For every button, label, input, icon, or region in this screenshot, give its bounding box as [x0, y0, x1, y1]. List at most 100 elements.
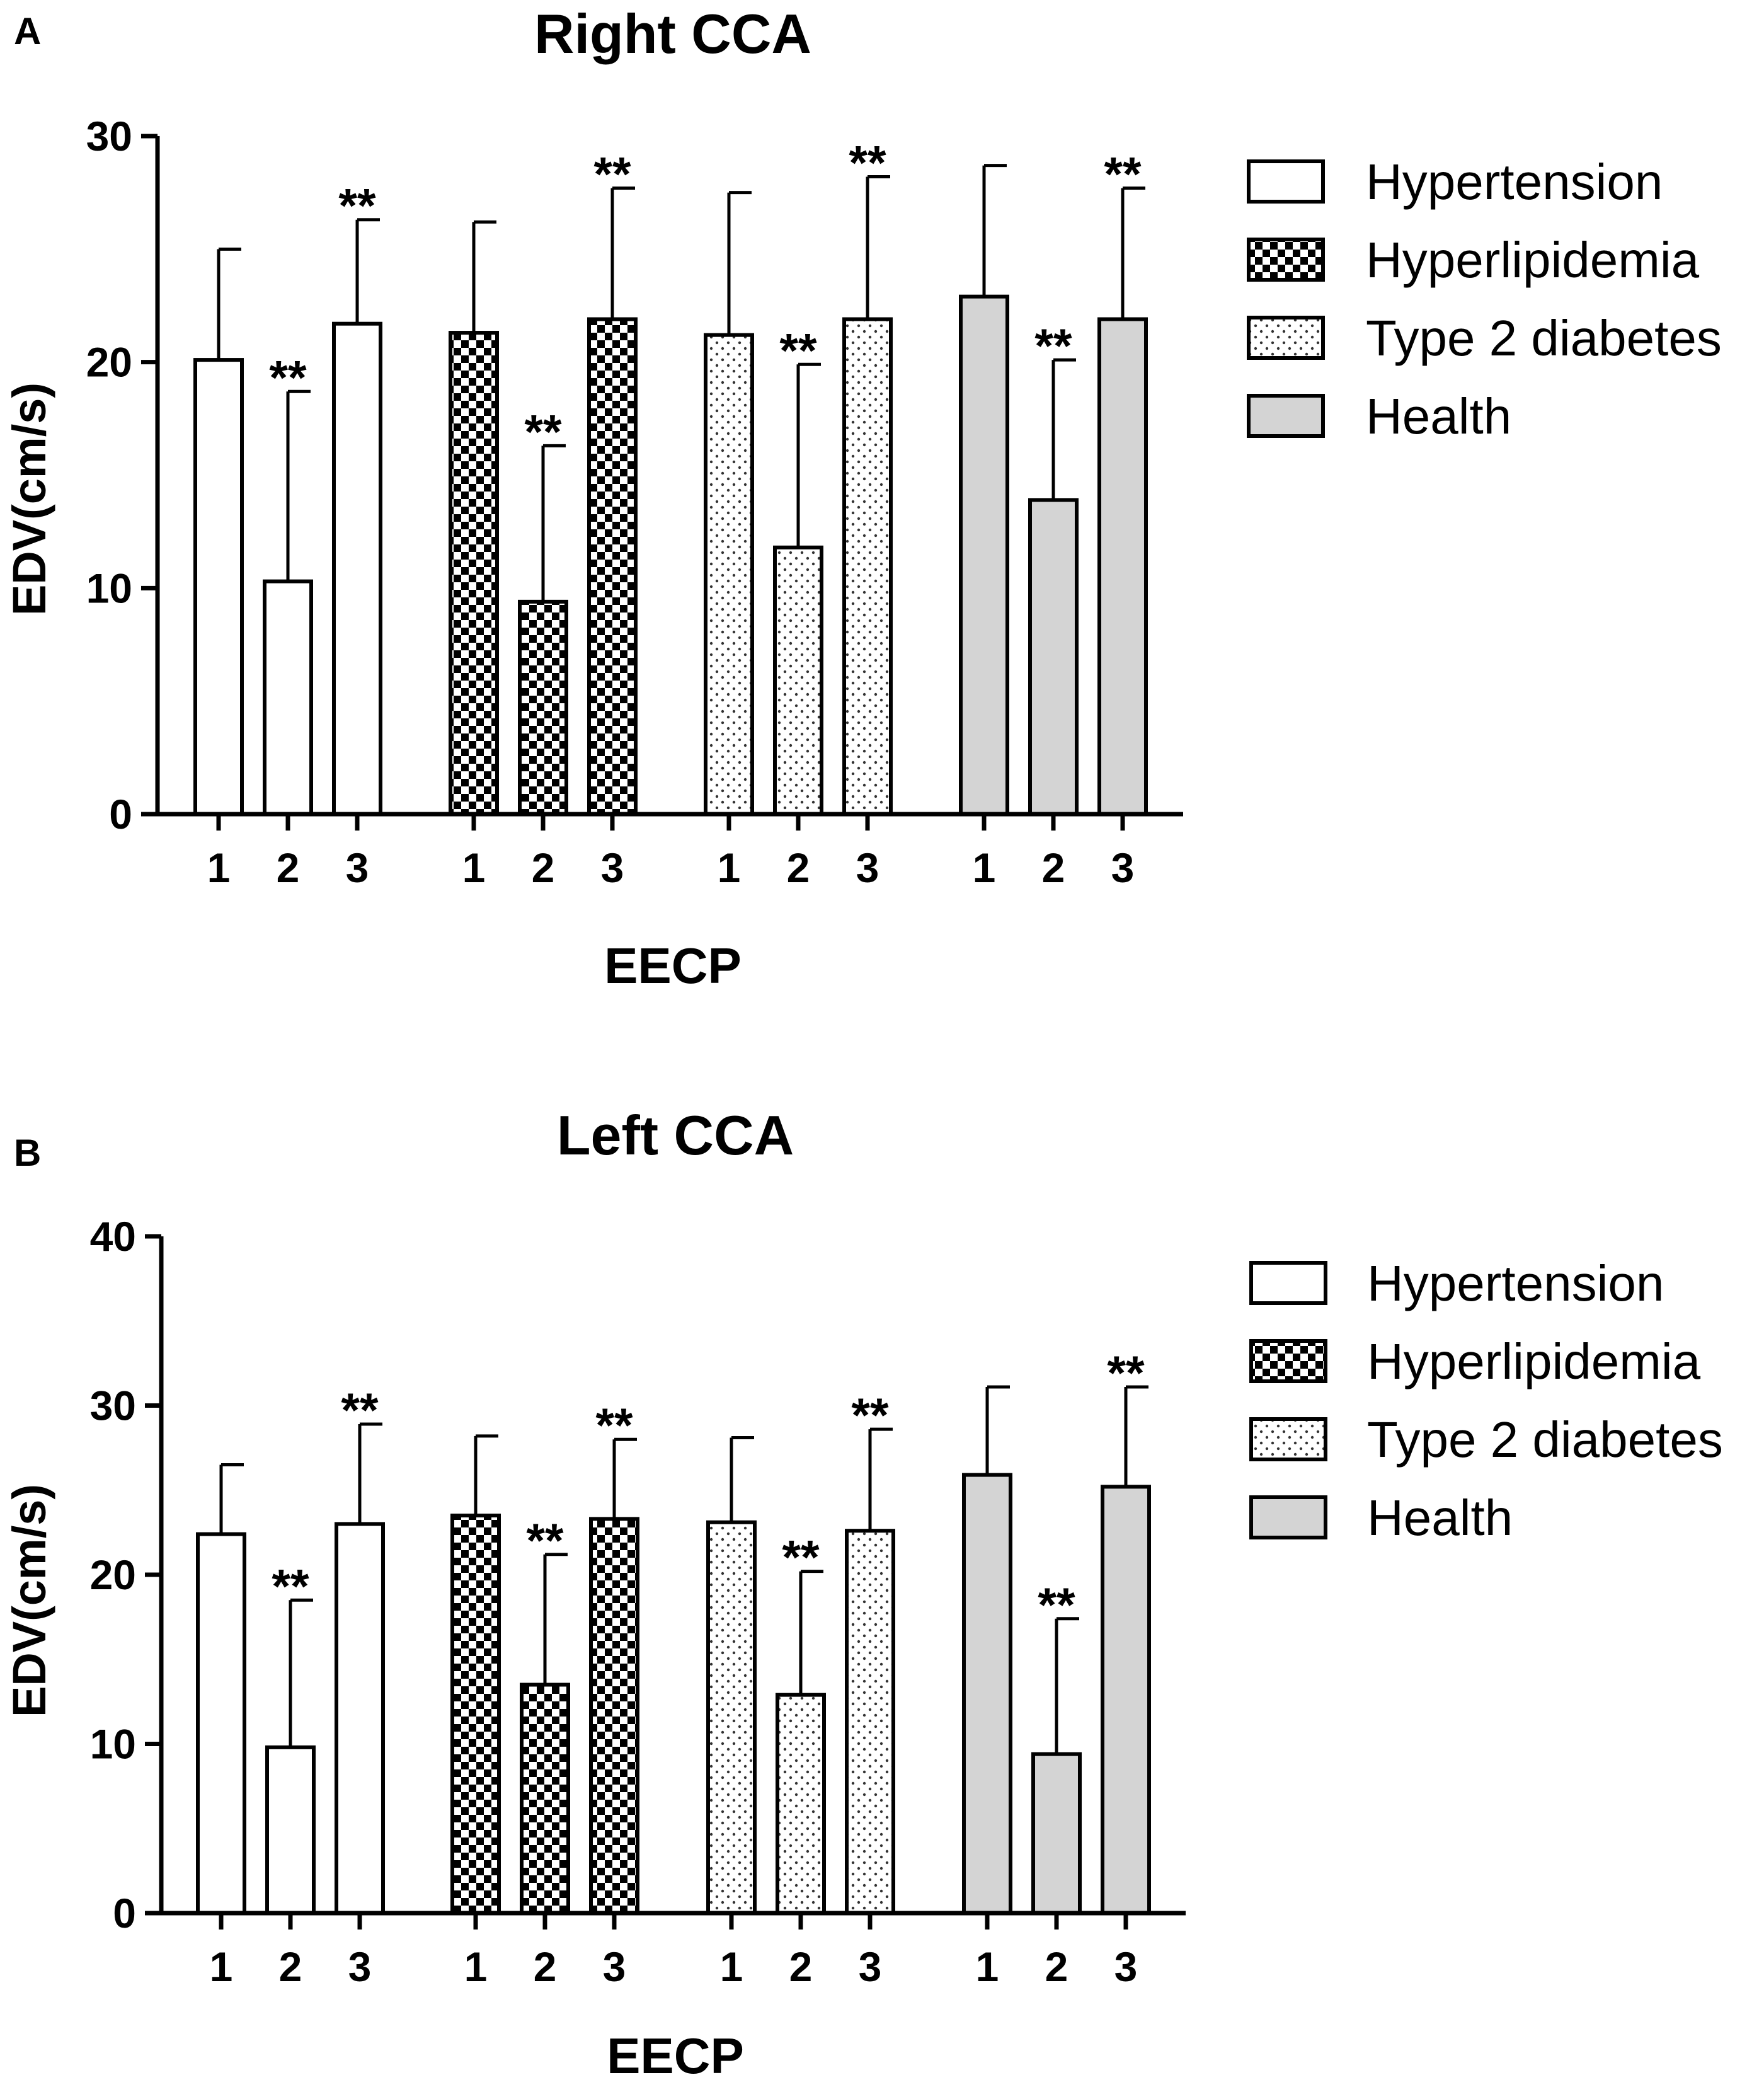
panel-a-health-3-bar: [1097, 317, 1148, 816]
panel-b-y-tick-label-30: 30: [90, 1383, 136, 1429]
panel-a-y-tick-label-20: 20: [86, 339, 132, 386]
panel-b-health-2-significance: **: [1038, 1579, 1075, 1632]
panel-a-x-axis-label: EECP: [604, 938, 742, 994]
panel-a-type-2-diabetes-3-x-tick-label: 3: [856, 844, 879, 891]
panel-a-hypertension-3-bar: [332, 321, 382, 816]
panel-b-hyperlipidemia-2-significance: **: [526, 1514, 564, 1568]
panel-a-type-2-diabetes-2-x-tick-label: 2: [787, 844, 810, 891]
panel-b-y-tick-label-20: 20: [90, 1551, 136, 1598]
panel-a-title: Right CCA: [534, 3, 811, 65]
panel-b-legend-label-type-2-diabetes: Type 2 diabetes: [1367, 1412, 1723, 1468]
panel-a-hyperlipidemia-2-x-tick-label: 2: [532, 844, 555, 891]
panel-a-y-tick-label-0: 0: [109, 791, 132, 837]
panel-b-hyperlipidemia-1-bar: [450, 1514, 501, 1915]
panel-b-type-2-diabetes-3-x-tick-label: 3: [859, 1943, 882, 1990]
panel-b-health-1-x-tick-label: 1: [976, 1943, 999, 1990]
panel-a-health-3-x-tick-label: 3: [1111, 844, 1135, 891]
panel-a-type-2-diabetes-3-bar: [842, 317, 893, 816]
panel-a-legend-item-health: Health: [1247, 388, 1511, 444]
panel-a-hyperlipidemia-3-significance: **: [593, 147, 631, 201]
panel-a-health-1-bar: [959, 294, 1009, 816]
panel-b-y-tick-label-0: 0: [113, 1890, 136, 1936]
panel-a-legend: Hypertension Hyperlipidemia Type 2 diabe…: [1247, 154, 1722, 444]
panel-b-label: B: [14, 1132, 41, 1174]
panel-b-legend-item-type-2-diabetes: Type 2 diabetes: [1249, 1412, 1723, 1468]
panel-b-hypertension-3-x-tick-label: 3: [348, 1943, 372, 1990]
panel-b-hypertension-2-x-tick-label: 2: [279, 1943, 302, 1990]
panel-a-hyperlipidemia-3-bar: [587, 317, 638, 816]
panel-a-legend-label-hypertension: Hypertension: [1366, 154, 1663, 210]
panel-b: B Left CCA EDV(cm/s) EECP 0 10 20 30 40 1 ** 2 *…: [3, 1104, 1723, 2082]
panel-b-legend-swatch-type-2-diabetes: [1249, 1417, 1327, 1461]
panel-a-hypertension-1-x-tick-label: 1: [207, 844, 231, 891]
panel-a-health-2-bar: [1028, 498, 1079, 816]
panel-b-y-tick-label-10: 10: [90, 1721, 136, 1768]
panel-a-legend-label-health: Health: [1366, 388, 1511, 444]
panel-a-hypertension-2-significance: **: [269, 351, 307, 405]
panel-a-hyperlipidemia-3-x-tick-label: 3: [601, 844, 624, 891]
panel-a-legend-item-hypertension: Hypertension: [1247, 154, 1663, 210]
panel-b-hyperlipidemia-2-bar: [520, 1682, 570, 1915]
panel-b-type-2-diabetes-2-bar: [776, 1693, 826, 1915]
panel-a-health-1-x-tick-label: 1: [973, 844, 996, 891]
panel-a-label: A: [14, 10, 41, 52]
panel-b-type-2-diabetes-2-significance: **: [782, 1531, 820, 1585]
panel-b-type-2-diabetes-3-significance: **: [851, 1389, 889, 1442]
panel-b-y-axis-label: EDV(cm/s): [3, 1484, 55, 1717]
panel-a-hyperlipidemia-2-significance: **: [524, 405, 562, 459]
panel-a-health-3-significance: **: [1104, 147, 1142, 201]
panel-b-type-2-diabetes-2-x-tick-label: 2: [789, 1943, 813, 1990]
panel-b-legend-label-health: Health: [1367, 1490, 1513, 1546]
panel-b-legend-label-hypertension: Hypertension: [1367, 1255, 1664, 1311]
panel-a-y-tick-label-10: 10: [86, 565, 132, 611]
panel-a-legend-label-type-2-diabetes: Type 2 diabetes: [1366, 310, 1722, 366]
panel-b-health-1-bar: [962, 1473, 1012, 1915]
panel-b-type-2-diabetes-3-bar: [845, 1529, 895, 1915]
panel-b-legend-swatch-hyperlipidemia: [1249, 1339, 1327, 1383]
panel-b-type-2-diabetes-1-bar: [706, 1520, 757, 1915]
panel-a-hypertension-2-x-tick-label: 2: [277, 844, 300, 891]
panel-a-type-2-diabetes-2-significance: **: [779, 324, 817, 377]
panel-b-hypertension-1-bar: [196, 1532, 246, 1916]
panel-b-hypertension-3-bar: [335, 1522, 385, 1915]
panel-b-hyperlipidemia-3-significance: **: [595, 1399, 633, 1452]
panel-a-type-2-diabetes-2-bar: [773, 545, 823, 816]
panel-b-hypertension-2-significance: **: [272, 1560, 309, 1613]
panel-a-legend-label-hyperlipidemia: Hyperlipidemia: [1366, 232, 1700, 288]
panel-a-hyperlipidemia-1-x-tick-label: 1: [462, 844, 486, 891]
panel-b-legend-item-health: Health: [1249, 1490, 1513, 1546]
panel-a-health-2-significance: **: [1034, 319, 1072, 373]
panel-b-legend-swatch-hypertension: [1249, 1261, 1327, 1305]
panel-a: A Right CCA EDV(cm/s) EECP 0 10 20 30 1 ** 2 **…: [3, 3, 1722, 994]
panel-b-health-2-x-tick-label: 2: [1045, 1943, 1068, 1990]
panel-a-plot-area: 0 10 20 30 1 ** 2 ** 3 1 ** 2 ** 3 1 ** 2 ** 3 1 ** 2 ** 3: [86, 113, 1183, 891]
panel-b-legend-label-hyperlipidemia: Hyperlipidemia: [1367, 1333, 1701, 1389]
panel-a-legend-swatch-health: [1247, 394, 1325, 438]
panel-b-hyperlipidemia-2-x-tick-label: 2: [534, 1943, 557, 1990]
panel-a-type-2-diabetes-1-x-tick-label: 1: [718, 844, 741, 891]
panel-b-health-2-bar: [1031, 1752, 1082, 1916]
panel-b-legend: Hypertension Hyperlipidemia Type 2 diabe…: [1249, 1255, 1723, 1546]
panel-b-hyperlipidemia-3-bar: [589, 1517, 639, 1915]
panel-a-legend-item-type-2-diabetes: Type 2 diabetes: [1247, 310, 1722, 366]
panel-a-legend-swatch-hyperlipidemia: [1247, 238, 1325, 282]
panel-b-hypertension-2-bar: [265, 1745, 316, 1916]
panel-b-health-3-x-tick-label: 3: [1114, 1943, 1138, 1990]
panel-b-y-tick-label-40: 40: [90, 1213, 136, 1260]
panel-b-title: Left CCA: [557, 1104, 794, 1166]
panel-b-health-3-significance: **: [1107, 1347, 1145, 1400]
panel-a-legend-swatch-type-2-diabetes: [1247, 316, 1325, 360]
panel-b-health-3-bar: [1101, 1485, 1151, 1915]
panel-b-legend-item-hypertension: Hypertension: [1249, 1255, 1664, 1311]
panel-a-type-2-diabetes-3-significance: **: [849, 137, 886, 190]
panel-a-hypertension-3-significance: **: [338, 180, 376, 233]
panel-b-type-2-diabetes-1-x-tick-label: 1: [720, 1943, 743, 1990]
panel-b-hyperlipidemia-3-x-tick-label: 3: [603, 1943, 626, 1990]
panel-a-y-tick-label-30: 30: [86, 113, 132, 159]
panel-b-plot-area: 0 10 20 30 40 1 ** 2 ** 3 1 ** 2 ** 3 1 ** 2 ** 3 1 ** 2 ** 3: [90, 1213, 1186, 1990]
panel-a-y-axis-label: EDV(cm/s): [3, 382, 55, 616]
panel-b-hypertension-1-x-tick-label: 1: [210, 1943, 233, 1990]
panel-a-type-2-diabetes-1-bar: [704, 333, 754, 816]
panel-a-health-2-x-tick-label: 2: [1042, 844, 1065, 891]
